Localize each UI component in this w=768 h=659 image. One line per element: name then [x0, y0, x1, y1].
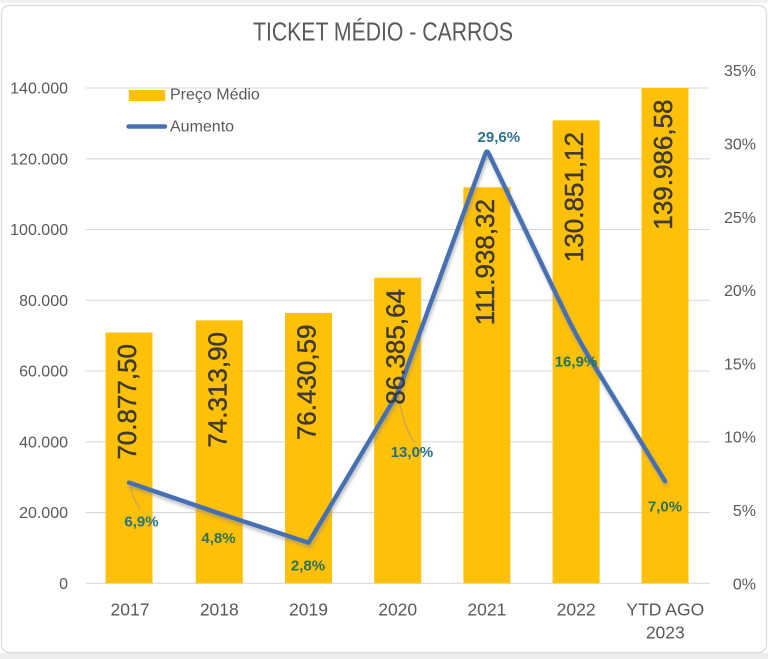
svg-text:20%: 20%: [724, 283, 756, 300]
svg-text:139.986,58: 139.986,58: [648, 100, 678, 230]
svg-text:130.851,12: 130.851,12: [559, 132, 589, 262]
svg-text:2017: 2017: [111, 600, 150, 620]
svg-text:YTD AGO: YTD AGO: [626, 600, 704, 620]
svg-text:2020: 2020: [378, 600, 417, 620]
svg-text:40.000: 40.000: [19, 434, 68, 451]
svg-text:100.000: 100.000: [10, 222, 68, 239]
svg-text:2021: 2021: [467, 600, 506, 620]
svg-text:TICKET MÉDIO - CARROS: TICKET MÉDIO - CARROS: [253, 17, 513, 47]
svg-text:0: 0: [59, 576, 68, 593]
svg-text:140.000: 140.000: [10, 81, 68, 98]
svg-text:6,9%: 6,9%: [124, 513, 158, 530]
svg-text:2023: 2023: [646, 623, 685, 643]
svg-text:2,8%: 2,8%: [291, 557, 325, 574]
svg-text:13,0%: 13,0%: [391, 444, 434, 461]
svg-text:10%: 10%: [724, 430, 756, 447]
svg-text:35%: 35%: [724, 63, 756, 80]
svg-text:4,8%: 4,8%: [201, 530, 235, 547]
svg-text:25%: 25%: [724, 210, 756, 227]
svg-text:2022: 2022: [557, 600, 596, 620]
svg-text:7,0%: 7,0%: [648, 498, 682, 515]
svg-text:20.000: 20.000: [19, 505, 68, 522]
svg-text:70.877,50: 70.877,50: [112, 344, 142, 460]
svg-text:2019: 2019: [289, 600, 328, 620]
svg-text:16,9%: 16,9%: [555, 353, 598, 370]
svg-text:120.000: 120.000: [10, 151, 68, 168]
svg-text:Aumento: Aumento: [170, 119, 234, 136]
svg-text:80.000: 80.000: [19, 293, 68, 310]
svg-text:Preço Médio: Preço Médio: [170, 87, 260, 104]
svg-text:0%: 0%: [733, 576, 756, 593]
svg-text:5%: 5%: [733, 503, 756, 520]
svg-text:15%: 15%: [724, 356, 756, 373]
svg-text:29,6%: 29,6%: [478, 129, 521, 146]
svg-text:30%: 30%: [724, 136, 756, 153]
svg-text:2018: 2018: [200, 600, 239, 620]
svg-text:76.430,59: 76.430,59: [292, 325, 322, 441]
svg-text:86.385,64: 86.385,64: [381, 289, 411, 405]
svg-text:111.938,32: 111.938,32: [470, 199, 500, 325]
svg-text:60.000: 60.000: [19, 364, 68, 381]
svg-text:74.313,90: 74.313,90: [202, 332, 232, 448]
